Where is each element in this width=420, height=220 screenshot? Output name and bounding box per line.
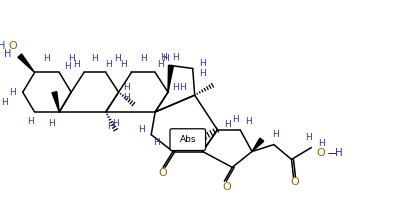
Text: H: H: [199, 69, 206, 78]
Text: H: H: [112, 119, 119, 128]
Text: H: H: [120, 60, 127, 69]
Text: H: H: [162, 54, 168, 63]
Text: H: H: [335, 148, 343, 158]
Text: H: H: [173, 53, 179, 62]
Text: H: H: [224, 120, 231, 129]
Text: H: H: [199, 59, 206, 68]
Text: H: H: [123, 93, 130, 102]
Text: O: O: [317, 148, 326, 158]
Text: H: H: [43, 54, 50, 63]
Text: H: H: [92, 54, 98, 63]
Text: H: H: [179, 83, 186, 92]
Text: H: H: [123, 83, 130, 92]
Text: H: H: [232, 115, 239, 124]
FancyBboxPatch shape: [170, 129, 205, 150]
Text: H: H: [160, 53, 166, 62]
Polygon shape: [252, 138, 264, 152]
Text: H: H: [157, 60, 163, 69]
Text: H: H: [318, 139, 325, 148]
Text: H: H: [27, 117, 34, 126]
Text: H: H: [4, 49, 12, 59]
Text: H: H: [10, 88, 16, 97]
Text: H: H: [48, 119, 55, 128]
Text: O: O: [159, 168, 168, 178]
Polygon shape: [18, 54, 34, 72]
Text: H: H: [73, 60, 79, 69]
Text: H: H: [305, 133, 312, 142]
Text: H: H: [173, 83, 179, 92]
Text: O: O: [8, 41, 17, 51]
Text: H: H: [272, 130, 279, 139]
Text: H: H: [2, 98, 8, 107]
Text: —: —: [327, 148, 337, 158]
Text: Abs: Abs: [179, 135, 196, 144]
Text: O: O: [290, 177, 299, 187]
Text: O: O: [222, 182, 231, 192]
Text: H: H: [0, 41, 6, 51]
Polygon shape: [168, 65, 173, 92]
Text: H: H: [153, 138, 160, 147]
Text: H: H: [138, 125, 145, 134]
Text: H: H: [105, 60, 112, 69]
Text: H: H: [108, 122, 114, 131]
Text: H: H: [114, 54, 121, 63]
Text: H: H: [68, 54, 74, 63]
Polygon shape: [52, 92, 59, 112]
Text: H: H: [64, 62, 71, 71]
Text: H: H: [245, 117, 252, 126]
Text: H: H: [140, 54, 147, 63]
